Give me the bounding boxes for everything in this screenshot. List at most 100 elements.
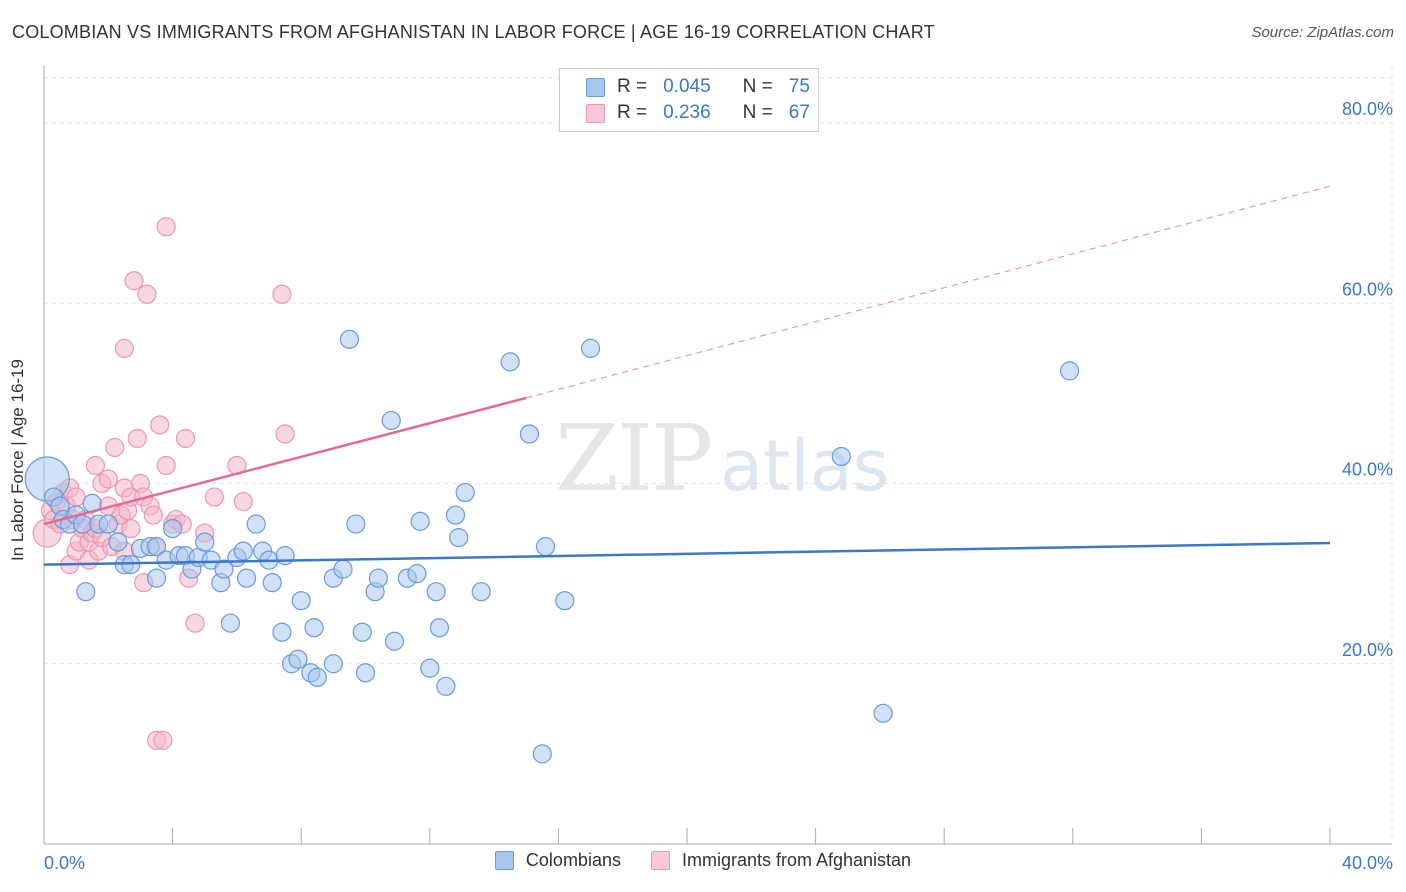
legend-label-colombians: Colombians — [525, 850, 621, 870]
y-tick-label: 60.0% — [1342, 279, 1393, 299]
colombians-point — [346, 514, 366, 534]
y-tick-label: 80.0% — [1342, 99, 1393, 119]
legend-r-label: R = — [617, 76, 648, 97]
colombians-point — [410, 511, 430, 531]
legend-r-label: R = — [617, 102, 648, 123]
colombians-point — [307, 667, 327, 687]
colombians-point — [272, 622, 292, 642]
correlation-legend: R = 0.045 N = 75 R = 0.236 N = 67 — [559, 68, 819, 132]
afghanistan-point — [233, 491, 253, 512]
colombians-point — [333, 559, 353, 579]
colombians-point — [449, 527, 469, 548]
legend-item-colombians: Colombians — [494, 850, 621, 871]
afghanistan-point — [272, 284, 292, 304]
pink-swatch-icon — [650, 851, 670, 870]
afghanistan-point — [150, 415, 170, 435]
colombians-point — [471, 582, 491, 602]
legend-n-value: 75 — [788, 76, 810, 97]
colombians-point — [291, 591, 311, 611]
colombians-point — [146, 568, 167, 588]
legend-n-label: N = — [742, 102, 773, 123]
afghanistan-point — [137, 284, 157, 304]
legend-n-value: 67 — [788, 102, 810, 123]
colombians-point — [831, 446, 851, 467]
colombians-point — [233, 541, 253, 561]
grid-lines — [44, 66, 1393, 844]
legend-label-afghanistan: Immigrants from Afghanistan — [681, 850, 912, 870]
colombians-point — [580, 338, 601, 358]
colombians-point — [355, 663, 376, 683]
axes — [43, 66, 1392, 845]
colombians-point — [76, 582, 96, 602]
afghanistan-point — [114, 338, 134, 358]
colombians-point — [873, 703, 893, 723]
afghanistan-point — [66, 487, 86, 507]
colombians-point — [426, 582, 446, 602]
watermark-zip: ZIP — [555, 405, 713, 512]
afghanistan-point — [156, 455, 176, 476]
trend-lines — [43, 185, 1331, 566]
colombians-point — [304, 618, 324, 638]
afghanistan-point — [275, 424, 295, 444]
legend-r-value: 0.045 — [663, 76, 711, 97]
series-colombians-points — [24, 329, 1080, 764]
colombians-point — [384, 631, 405, 651]
colombians-point — [98, 514, 118, 534]
colombians-point — [220, 613, 241, 633]
colombians-point — [445, 505, 466, 525]
colombians-point — [1059, 361, 1080, 381]
afghanistan-trend-extension — [526, 185, 1331, 399]
colombians-point — [555, 591, 575, 611]
colombians-point — [246, 514, 266, 534]
colombians-point — [407, 564, 427, 584]
pink-swatch-icon — [586, 103, 605, 123]
legend-row-colombians: R = 0.045 N = 75 — [586, 75, 810, 99]
legend-r-value: 0.236 — [663, 102, 711, 123]
colombians-point — [381, 410, 401, 431]
colombians-point — [500, 352, 520, 372]
colombians-point — [108, 532, 128, 552]
colombians-point — [368, 568, 388, 588]
colombians-point — [535, 537, 556, 557]
colombians-point — [214, 559, 234, 579]
colombians-point — [323, 654, 343, 674]
colombians-point — [288, 649, 308, 669]
afghanistan-point — [204, 487, 224, 507]
afghanistan-point — [85, 455, 106, 476]
colombians-point — [436, 676, 456, 696]
colombians-point — [420, 658, 440, 678]
afghanistan-point — [185, 613, 205, 633]
legend-row-afghanistan: R = 0.236 N = 67 — [586, 101, 810, 125]
blue-swatch-icon — [494, 851, 514, 870]
colombians-point — [72, 514, 93, 534]
afghanistan-point — [143, 505, 163, 525]
colombians-point — [163, 518, 183, 539]
source-label: Source: ZipAtlas.com — [1251, 24, 1394, 41]
tick-labels: 20.0% 40.0% 60.0% 80.0% 0.0% 40.0% — [44, 99, 1393, 873]
y-axis-label: In Labor Force | Age 16-19 — [8, 359, 27, 561]
afghanistan-point — [98, 469, 118, 489]
colombians-point — [429, 618, 450, 638]
afghanistan-point — [156, 217, 176, 237]
afghanistan-point — [153, 730, 173, 750]
x-tick-label: 0.0% — [44, 853, 85, 873]
x-tick-label: 40.0% — [1342, 853, 1393, 873]
legend-n-label: N = — [742, 76, 773, 97]
legend-item-afghanistan: Immigrants from Afghanistan — [650, 850, 912, 871]
colombians-point — [195, 532, 215, 552]
colombians-point — [262, 573, 282, 593]
watermark-atlas: atlas — [720, 425, 890, 507]
series-legend: Colombians Immigrants from Afghanistan — [0, 850, 1406, 871]
chart-title: COLOMBIAN VS IMMIGRANTS FROM AFGHANISTAN… — [12, 22, 935, 42]
afghanistan-point — [121, 518, 141, 539]
afghanistan-point — [124, 271, 144, 291]
colombians-point — [519, 424, 540, 444]
afghanistan-point — [175, 428, 196, 449]
colombians-point — [121, 555, 141, 575]
blue-swatch-icon — [586, 77, 605, 97]
colombians-point — [146, 537, 167, 557]
afghanistan-trend-line — [43, 396, 527, 526]
y-tick-label: 40.0% — [1342, 460, 1393, 480]
colombians-point — [352, 622, 372, 642]
